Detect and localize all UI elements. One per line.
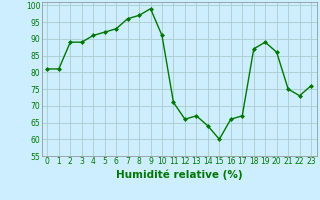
X-axis label: Humidité relative (%): Humidité relative (%)	[116, 169, 243, 180]
